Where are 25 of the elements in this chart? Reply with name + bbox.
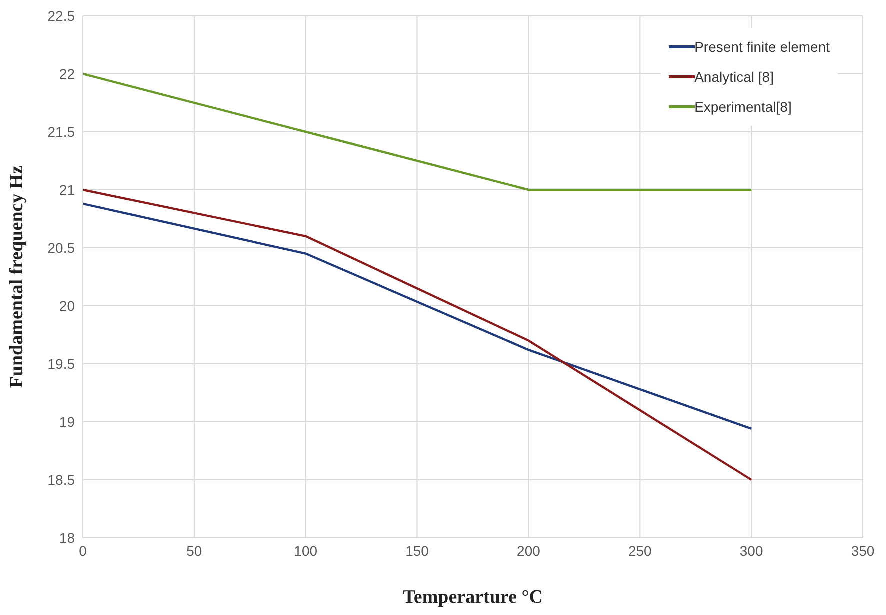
y-tick-label: 22.5 (48, 8, 76, 24)
y-axis-title: Fundamental frequency Hz (6, 165, 28, 388)
y-tick-label: 20.5 (48, 240, 76, 256)
x-tick-label: 250 (628, 542, 652, 559)
x-axis-title: Temperarture °C (402, 587, 544, 608)
y-tick-label: 18.5 (48, 472, 76, 488)
legend-label: Present finite element (694, 38, 830, 57)
legend-label: Analytical [8] (694, 68, 774, 87)
x-tick-label: 50 (186, 542, 202, 559)
y-tick-label: 20 (59, 298, 76, 314)
x-tick-label: 350 (851, 542, 875, 559)
y-tick-label: 18 (59, 530, 76, 546)
line-series (83, 188, 753, 482)
y-tick-label: 21 (59, 182, 76, 198)
legend-label: Experimental[8] (694, 98, 792, 117)
x-tick-label: 300 (740, 542, 764, 559)
x-tick-label: 0 (79, 542, 88, 559)
x-tick-label: 200 (517, 542, 541, 559)
y-tick-label: 22 (59, 66, 76, 82)
y-tick-label: 19.5 (48, 356, 76, 372)
y-tick-label: 21.5 (48, 124, 76, 140)
x-tick-label: 150 (406, 542, 430, 559)
x-tick-label: 100 (294, 542, 318, 559)
y-tick-label: 19 (59, 414, 76, 430)
line-series (83, 202, 753, 430)
